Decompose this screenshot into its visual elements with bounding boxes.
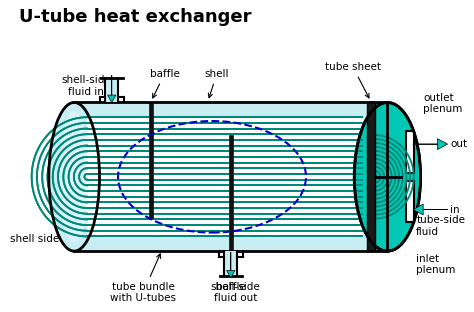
Ellipse shape xyxy=(59,111,90,242)
Bar xyxy=(367,102,375,251)
Text: inlet
plenum: inlet plenum xyxy=(416,254,456,275)
Text: shell-side
fluid out: shell-side fluid out xyxy=(210,282,260,304)
Text: shell: shell xyxy=(205,69,229,98)
Ellipse shape xyxy=(49,102,100,251)
Text: in: in xyxy=(450,205,459,215)
Bar xyxy=(375,102,388,251)
Bar xyxy=(406,131,414,173)
Text: baffle: baffle xyxy=(216,256,246,292)
Ellipse shape xyxy=(354,102,420,251)
FancyArrow shape xyxy=(413,204,447,215)
Bar xyxy=(149,102,153,218)
Text: shell-side
fluid in: shell-side fluid in xyxy=(62,75,111,97)
Bar xyxy=(105,78,118,102)
FancyArrow shape xyxy=(108,75,116,102)
Text: tube-side
fluid: tube-side fluid xyxy=(416,216,465,237)
Text: shell side: shell side xyxy=(10,234,60,244)
Text: outlet
plenum: outlet plenum xyxy=(423,93,462,114)
FancyArrow shape xyxy=(413,139,447,149)
Bar xyxy=(74,102,387,251)
Text: out: out xyxy=(450,139,467,149)
Bar xyxy=(224,251,237,276)
Text: baffle: baffle xyxy=(150,69,180,98)
FancyArrow shape xyxy=(227,252,235,278)
Text: U-tube heat exchanger: U-tube heat exchanger xyxy=(19,8,251,26)
Bar xyxy=(229,135,233,251)
Bar xyxy=(406,181,414,222)
Text: tube sheet: tube sheet xyxy=(325,62,381,98)
Text: tube bundle
with U-tubes: tube bundle with U-tubes xyxy=(110,254,176,304)
